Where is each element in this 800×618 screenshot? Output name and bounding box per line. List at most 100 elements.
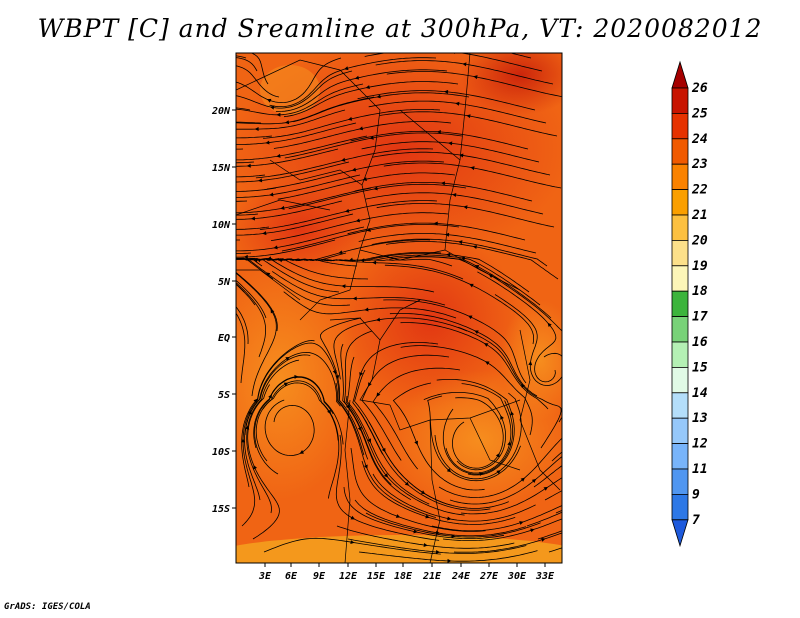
streamline xyxy=(236,279,267,319)
colorbar-segment xyxy=(671,138,689,165)
streamline xyxy=(236,174,361,198)
flow-arrow xyxy=(352,296,357,301)
streamline xyxy=(236,257,340,293)
flow-arrow xyxy=(265,140,270,145)
flow-arrow xyxy=(278,258,284,263)
flow-arrow xyxy=(360,258,365,263)
lat-tick-label: 10S xyxy=(212,447,230,458)
colorbar-segment xyxy=(671,265,689,292)
flow-arrow xyxy=(447,558,452,563)
streamline xyxy=(236,226,270,230)
streamline xyxy=(236,122,357,145)
lat-tick-label: 5S xyxy=(218,390,230,401)
flow-arrow xyxy=(347,116,353,121)
flow-arrow xyxy=(355,218,361,223)
flow-arrow xyxy=(495,453,500,458)
flow-arrow xyxy=(267,256,272,261)
streamline xyxy=(449,456,562,505)
latitude-axis: 20N 15N 10N 5N EQ 5S 10S 15S xyxy=(211,106,236,515)
flow-arrow xyxy=(285,357,290,361)
colorbar-label: 13 xyxy=(692,411,708,426)
colorbar-label: 22 xyxy=(691,183,708,198)
colorbar-label: 25 xyxy=(691,106,708,121)
flow-arrow xyxy=(335,375,340,380)
flow-arrow xyxy=(369,135,374,140)
flow-arrow xyxy=(283,382,289,387)
lon-tick-label: 6E xyxy=(285,571,298,582)
flow-arrow xyxy=(350,515,355,520)
streamline xyxy=(236,121,262,124)
flow-arrow xyxy=(284,120,290,125)
colorbar-segment xyxy=(671,366,689,394)
flow-arrow xyxy=(474,265,480,269)
flow-arrow xyxy=(469,283,474,288)
streamline xyxy=(236,272,277,397)
flow-arrow xyxy=(470,166,475,171)
streamline xyxy=(548,547,562,553)
streamline xyxy=(236,161,350,183)
flow-arrow xyxy=(270,105,275,110)
flow-arrow xyxy=(543,486,548,491)
flow-arrow xyxy=(299,450,304,454)
flow-arrow xyxy=(354,75,360,80)
flow-arrow xyxy=(338,250,343,255)
flow-arrow xyxy=(466,114,471,119)
streamline xyxy=(558,416,562,423)
flow-arrow xyxy=(446,252,451,257)
flow-arrow xyxy=(446,468,452,473)
flow-arrow xyxy=(358,126,364,131)
streamline xyxy=(236,258,274,280)
flow-arrow xyxy=(241,438,246,443)
streamline xyxy=(236,135,273,139)
colorbar-bottom-arrow xyxy=(671,519,689,548)
streamline xyxy=(236,70,353,109)
streamline xyxy=(236,107,251,111)
streamline xyxy=(563,472,566,474)
colorbar-label: 7 xyxy=(692,513,700,528)
flow-arrow xyxy=(414,440,418,446)
flow-arrow xyxy=(254,127,259,132)
flow-arrow xyxy=(474,330,479,335)
flow-arrow xyxy=(531,478,537,483)
lon-tick-label: 15E xyxy=(367,571,386,582)
streamline xyxy=(236,83,364,116)
lon-tick-label: 33E xyxy=(535,571,555,582)
colorbar-segment xyxy=(671,163,689,190)
flow-arrow xyxy=(266,98,272,103)
flow-arrow xyxy=(381,447,386,453)
flow-arrow xyxy=(433,221,438,226)
flow-arrow xyxy=(435,549,440,554)
flow-arrow xyxy=(269,192,274,197)
flow-arrow xyxy=(276,112,281,117)
flow-arrow xyxy=(327,409,331,415)
colorbar: 26 25 24 23 22 21 20 19 18 17 16 15 14 13 12 11 9 7 xyxy=(671,60,708,548)
colorbar-top-arrow xyxy=(671,60,689,89)
colorbar-label: 21 xyxy=(691,208,708,223)
lon-tick-label: 27E xyxy=(479,571,499,582)
flow-arrow xyxy=(373,186,378,191)
flow-arrow xyxy=(468,315,473,320)
flow-arrow xyxy=(364,307,369,312)
colorbar-segment xyxy=(671,214,689,241)
flow-arrow xyxy=(462,62,467,67)
streamline xyxy=(551,451,562,462)
colorbar-label: 17 xyxy=(692,310,708,325)
flow-arrow xyxy=(444,89,449,94)
flow-arrow xyxy=(507,441,512,446)
flow-arrow xyxy=(425,514,430,519)
longitude-axis: 3E 6E 9E 12E 15E 18E 21E 24E 27E 30E 33E xyxy=(258,563,555,582)
streamline xyxy=(236,109,346,130)
streamline xyxy=(236,161,255,164)
streamline xyxy=(250,53,269,85)
flow-arrow xyxy=(253,398,258,403)
flow-arrow xyxy=(452,193,457,197)
flow-arrow xyxy=(276,153,281,158)
flow-arrow xyxy=(344,66,349,71)
lat-tick-label: 15N xyxy=(212,163,231,174)
flow-arrow xyxy=(258,178,263,183)
flow-arrow xyxy=(365,85,370,90)
flow-arrow xyxy=(528,361,533,366)
streamline xyxy=(431,505,562,532)
flow-arrow xyxy=(541,537,546,542)
